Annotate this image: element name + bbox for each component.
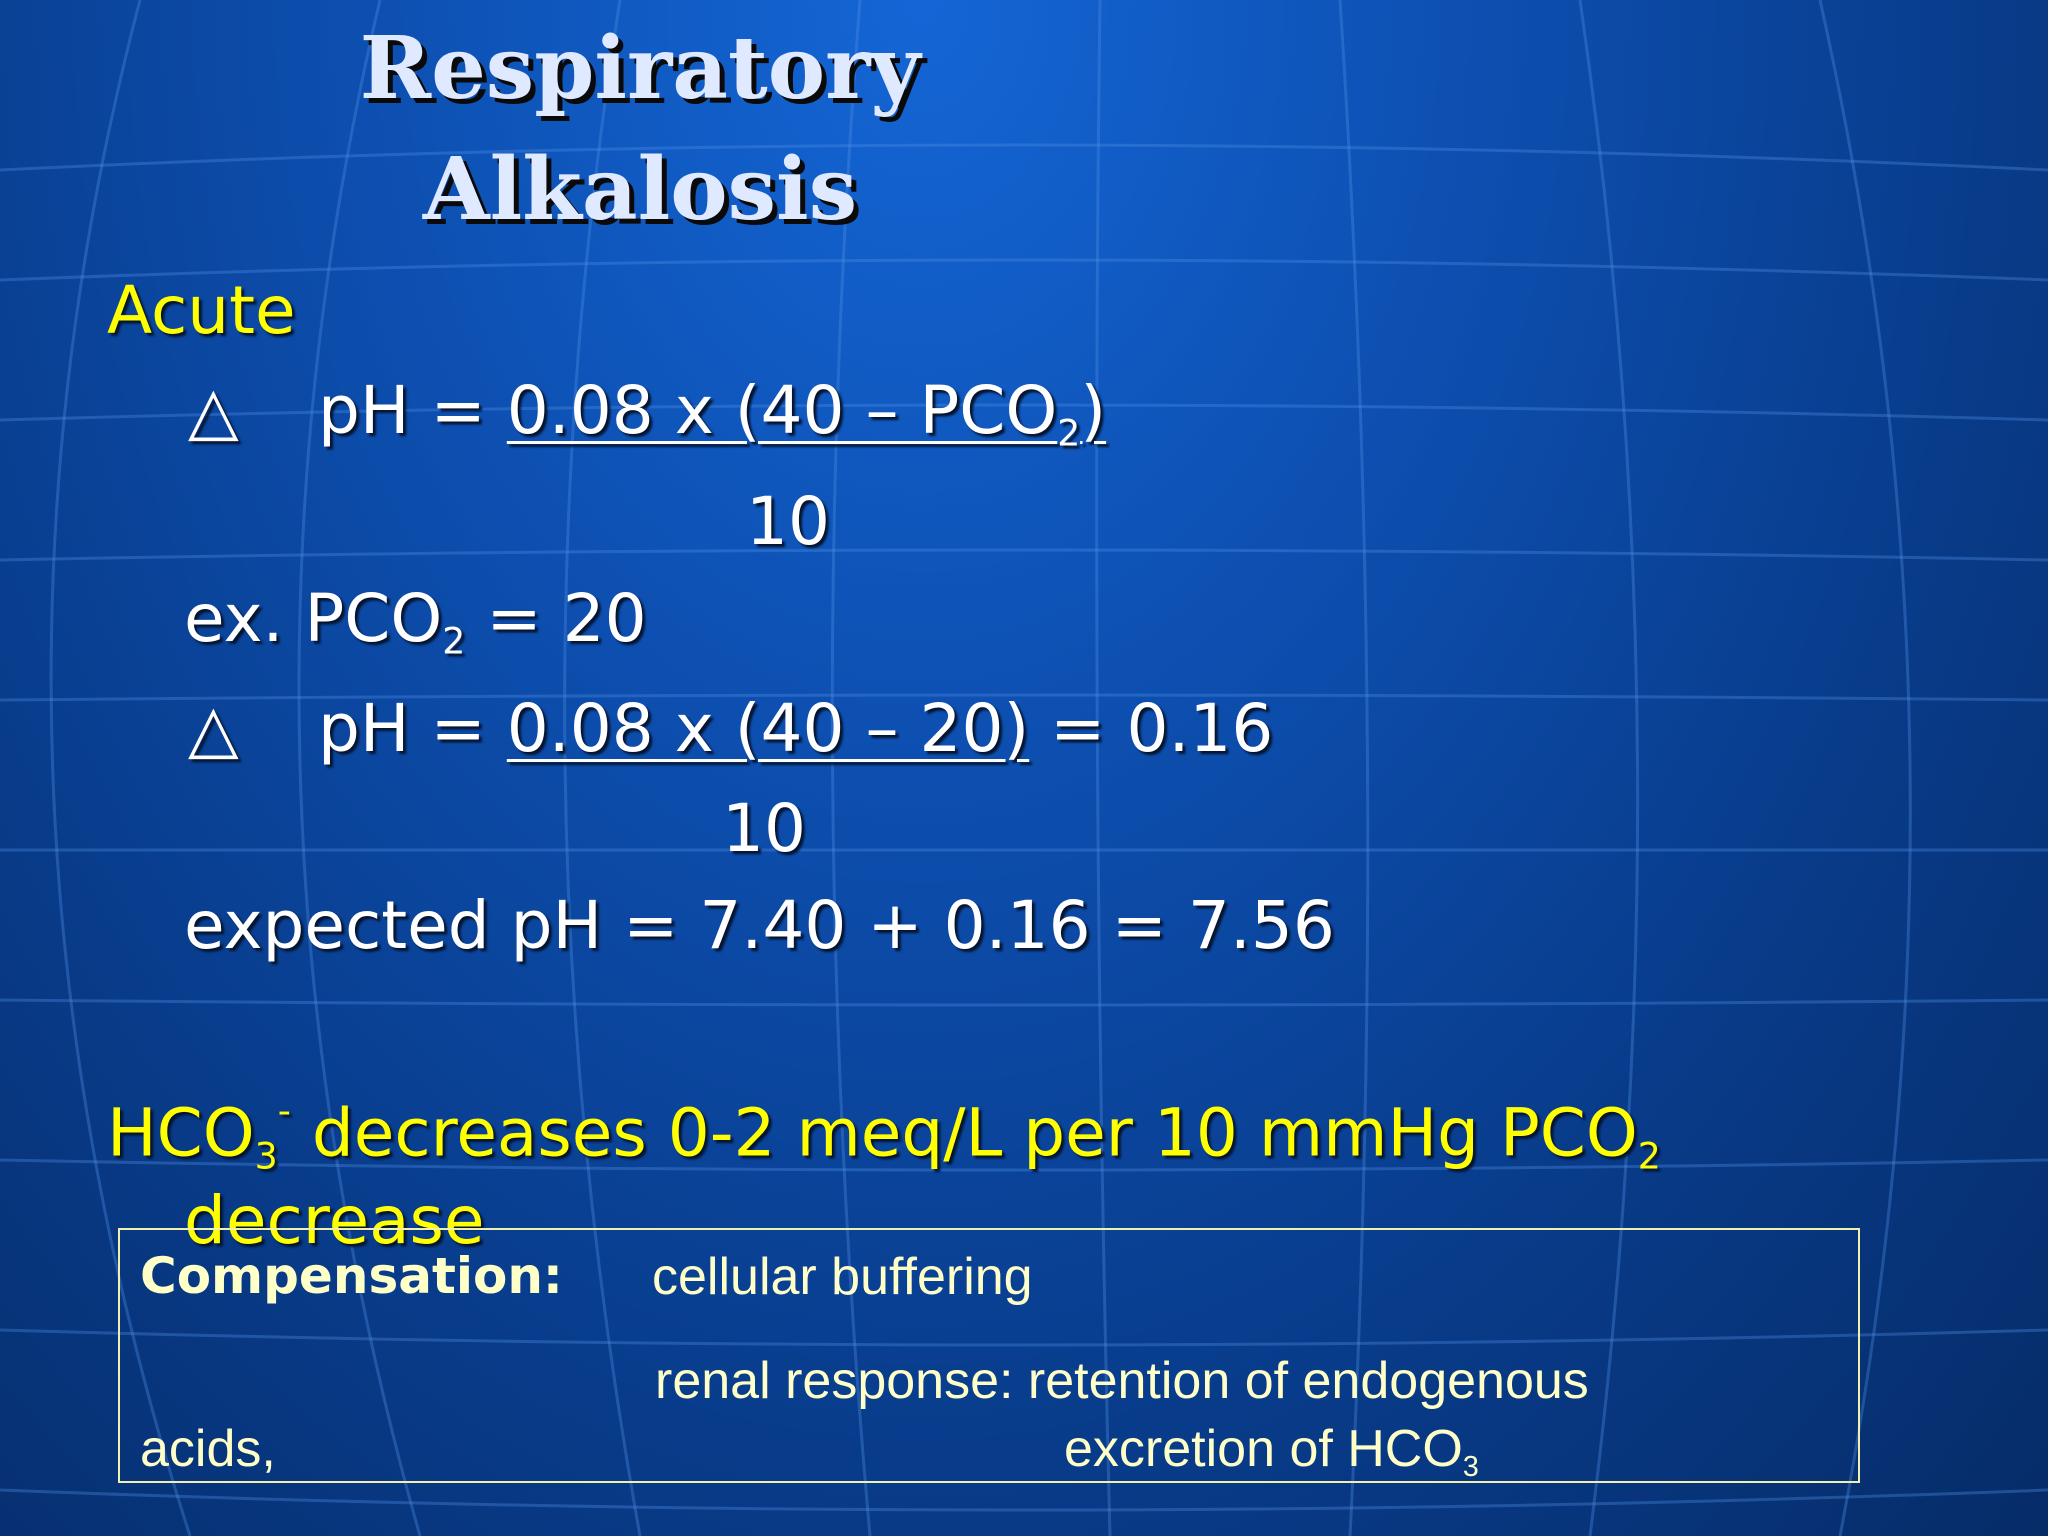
hco3-statement: HCO3- decreases 0-2 meq/L per 10 mmHg PC… (107, 1089, 1661, 1178)
equation-2: △ pH = 0.08 x (40 – 20) = 0.16 (188, 696, 1273, 762)
eq2-denominator: 10 (722, 790, 806, 867)
expected-ph: expected pH = 7.40 + 0.16 = 7.56 (184, 887, 1335, 964)
compensation-box (118, 1228, 1860, 1483)
eq2-lhs: pH = (318, 690, 507, 767)
compensation-acids: acids, (140, 1420, 276, 1478)
compensation-cellular-buffering: cellular buffering (652, 1248, 1033, 1306)
delta-triangle-icon: △ (188, 372, 239, 449)
eq2-numerator: 0.08 x (40 – 20) (506, 690, 1030, 767)
eq1-denominator: 10 (746, 483, 830, 560)
slide-title-line1: Respiratory (359, 18, 921, 119)
eq1-numerator: 0.08 x (40 – PCO2) (506, 372, 1107, 455)
slide-title-line2: Alkalosis (422, 139, 858, 240)
heading-acute: Acute (107, 272, 296, 349)
example-pco2: ex. PCO2 = 20 (184, 580, 647, 663)
eq1-lhs: pH = (318, 372, 507, 449)
compensation-hco3-excretion: excretion of HCO3 (1064, 1420, 1479, 1483)
hco3-statement-line2: decrease (184, 1182, 485, 1259)
eq2-result: = 0.16 (1029, 690, 1274, 767)
compensation-renal-response: renal response: retention of endogenous (655, 1352, 1589, 1410)
compensation-label: Compensation: (140, 1247, 563, 1305)
delta-triangle-icon: △ (188, 690, 239, 767)
equation-1: △ pH = 0.08 x (40 – PCO2) (188, 378, 1106, 452)
